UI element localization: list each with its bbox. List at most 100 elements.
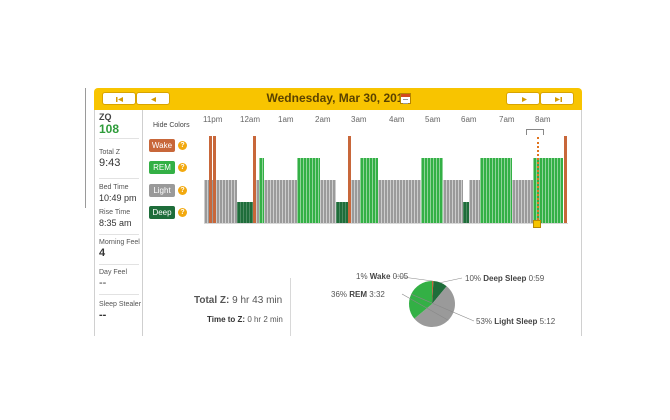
sleep-segment-wake [348, 136, 351, 223]
hide-colors-link[interactable]: Hide Colors [153, 122, 190, 129]
arrow-right-icon [522, 97, 527, 102]
morning-feel-stat: Morning Feel 4 [99, 238, 143, 260]
hour-label: 3am [351, 115, 367, 124]
bed-time-value: 10:49 pm [99, 193, 137, 203]
summary-time-to-z-value: 0 hr 2 min [247, 315, 283, 324]
pie-label-light-name: Light Sleep [494, 317, 538, 326]
pie-label-light: 53% Light Sleep 5:12 [476, 317, 555, 326]
date-header: Wednesday, Mar 30, 2011 [94, 88, 582, 110]
day-feel-stat: Day Feel -- [99, 268, 143, 290]
hour-label: 2am [315, 115, 331, 124]
skip-back-icon [116, 97, 123, 102]
divider [99, 294, 139, 295]
summary-time-to-z-label: Time to Z: [207, 315, 246, 324]
summary-total-z: Total Z: 9 hr 43 min [194, 295, 282, 306]
summary-time-to-z: Time to Z: 0 hr 2 min [207, 315, 283, 324]
sleep-segment-light [378, 180, 421, 223]
zq-value: 108 [99, 122, 120, 136]
last-day-button[interactable] [540, 92, 574, 105]
previous-day-button[interactable] [136, 92, 170, 105]
panel-border-right [581, 110, 582, 336]
help-icon[interactable]: ? [178, 208, 187, 217]
pie-slice-light-sleep [414, 286, 455, 327]
morning-feel-value: 4 [99, 247, 106, 259]
morning-feel-label: Morning Feel [99, 239, 140, 246]
legend-wake[interactable]: Wake [149, 139, 175, 152]
calendar-icon[interactable] [400, 93, 411, 104]
pie-slice-rem [409, 281, 432, 319]
sleep-segment-light [443, 180, 463, 223]
hour-label: 11pm [203, 115, 223, 124]
pie-label-rem-duration: 3:32 [369, 290, 385, 299]
legend-deep[interactable]: Deep [149, 206, 175, 219]
sleep-segment-wake [564, 136, 567, 223]
pie-label-rem-name: REM [349, 290, 368, 299]
pie-slice-deep-sleep [432, 281, 447, 304]
bed-time-stat: Bed Time 10:49 pm [99, 183, 143, 205]
arrow-left-icon [151, 97, 156, 102]
sleep-stealer-label: Sleep Stealer [99, 301, 142, 308]
help-icon[interactable]: ? [178, 186, 187, 195]
panel-border-left [94, 110, 95, 336]
pie-leader-line [411, 293, 475, 322]
sleep-segment-light [256, 180, 259, 223]
help-icon[interactable]: ? [178, 141, 187, 150]
sleep-segment-deep [463, 202, 469, 223]
first-day-button[interactable] [102, 92, 136, 105]
zq-stat: ZQ 108 [99, 112, 143, 136]
summary-divider [290, 278, 291, 336]
hour-label: 12am [240, 115, 261, 124]
sleep-segment-rem [360, 158, 378, 223]
stats-sidebar: ZQ 108 Total Z 9:43 Bed Time 10:49 pm Ri… [95, 110, 143, 336]
sleep-segment-rem [259, 158, 264, 223]
sleep-segment-wake [209, 136, 212, 223]
help-icon[interactable]: ? [178, 163, 187, 172]
sleep-segment-deep [336, 202, 348, 223]
date-title: Wednesday, Mar 30, 2011 [266, 91, 410, 105]
pie-leader-line [401, 293, 449, 321]
total-z-stat: Total Z 9:43 [99, 148, 143, 170]
sleep-segment-deep [237, 202, 253, 223]
rise-time-stat: Rise Time 8:35 am [99, 208, 143, 230]
sleep-segment-rem [421, 158, 443, 223]
pie-label-deep-name: Deep Sleep [483, 274, 527, 283]
sleep-segment-light [264, 180, 297, 223]
page-divider [85, 88, 86, 208]
pie-label-rem-percent: 36% [331, 290, 348, 299]
rise-time-value: 8:35 am [99, 218, 132, 228]
sleep-segment-rem [297, 158, 320, 223]
next-day-button[interactable] [506, 92, 540, 105]
sleep-segment-light [351, 180, 360, 223]
bed-time-label: Bed Time [99, 184, 129, 191]
skip-forward-icon [555, 97, 562, 102]
hour-label: 4am [389, 115, 405, 124]
rise-time-marker [537, 137, 539, 224]
pie-slice-wake [432, 281, 434, 304]
sleep-stealer-stat: Sleep Stealer -- [99, 300, 143, 322]
pie-label-deep: 10% Deep Sleep 0:59 [465, 274, 544, 283]
sleep-segment-rem [480, 158, 512, 223]
hour-label: 5am [425, 115, 441, 124]
pie-label-wake-name: Wake [369, 272, 391, 281]
time-range-bracket [526, 129, 544, 135]
summary-total-z-value: 9 hr 43 min [232, 295, 283, 306]
sleep-segment-wake [213, 136, 216, 223]
day-feel-value: -- [99, 277, 107, 289]
chart-baseline [204, 223, 568, 224]
pie-label-rem: 36% REM 3:32 [331, 290, 385, 299]
divider [99, 138, 139, 139]
total-z-label: Total Z [99, 149, 121, 156]
time-scrubber-handle[interactable] [533, 220, 541, 228]
pie-label-deep-percent: 10% [465, 274, 482, 283]
pie-label-wake-percent: 1% [356, 272, 368, 281]
divider [99, 264, 139, 265]
hour-label: 6am [461, 115, 477, 124]
sleep-segment-light [320, 180, 336, 223]
pie-label-wake-duration: 0:05 [392, 272, 409, 281]
legend-light[interactable]: Light [149, 184, 175, 197]
total-z-value: 9:43 [99, 157, 121, 169]
divider [99, 178, 139, 179]
hour-label: 8am [535, 115, 551, 124]
legend-rem[interactable]: REM [149, 161, 175, 174]
hour-label: 1am [278, 115, 294, 124]
